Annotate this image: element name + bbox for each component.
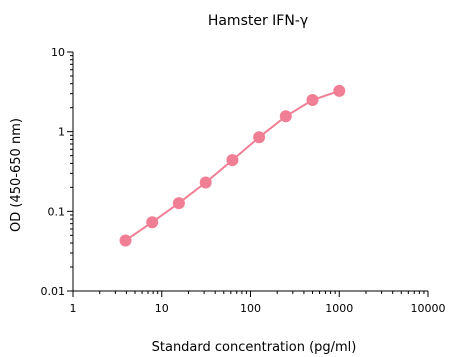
data-point (253, 131, 266, 144)
x-axis-label: Standard concentration (pg/ml) (152, 340, 357, 355)
data-point (279, 110, 292, 123)
x-tick-label: 10000 (411, 302, 446, 315)
y-tick-label: 0.01 (41, 285, 66, 298)
y-tick-label: 0.1 (48, 205, 66, 218)
x-tick-label: 10 (155, 302, 169, 315)
data-point (172, 197, 185, 210)
x-tick-label: 100 (240, 302, 261, 315)
ticks: 1 10 100 1000 10000 0.01 0.1 1 10 (41, 46, 446, 315)
data-point (333, 84, 346, 97)
y-axis-label: OD (450-650 nm) (9, 118, 24, 232)
y-tick-label: 1 (58, 126, 65, 139)
axes (72, 52, 428, 292)
x-tick-label: 1000 (325, 302, 353, 315)
data-point (306, 94, 319, 106)
y-tick-label: 10 (51, 46, 65, 59)
data-point (226, 154, 239, 167)
data-point (146, 216, 159, 229)
data-point (199, 176, 212, 189)
data-point (119, 234, 132, 247)
chart-title: Hamster IFN-γ (208, 13, 308, 29)
data-series (119, 84, 346, 247)
x-tick-label: 1 (70, 302, 77, 315)
